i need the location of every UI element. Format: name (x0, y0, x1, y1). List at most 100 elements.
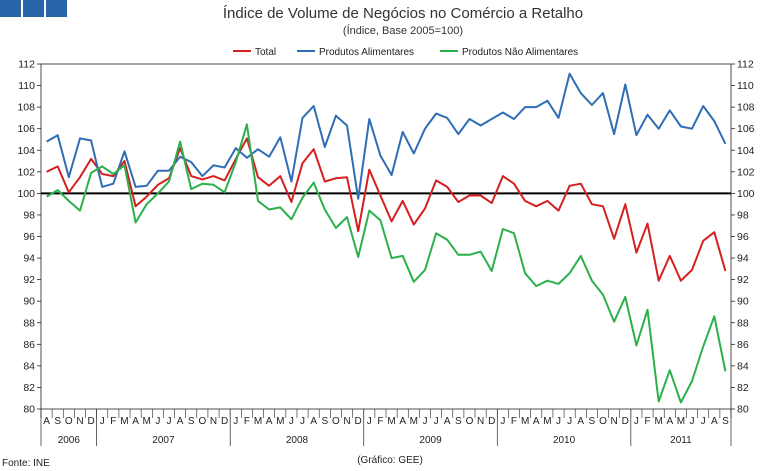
header-tiles (0, 0, 67, 17)
series-lines (46, 72, 727, 404)
y-tick-label: 86 (737, 339, 749, 351)
y-tick-label: 82 (23, 382, 35, 394)
y-tick-label: 106 (737, 123, 755, 135)
month-label: F (377, 416, 383, 427)
month-label: D (87, 416, 94, 427)
month-label: F (644, 416, 650, 427)
y-tick-label: 108 (737, 102, 755, 114)
y-tick-label: 112 (18, 59, 35, 71)
month-label: O (466, 416, 474, 427)
legend-label: Total (255, 47, 276, 58)
legend-label: Produtos Não Alimentares (462, 47, 578, 58)
y-tick-label: 80 (737, 404, 749, 416)
month-label: F (511, 416, 517, 427)
y-tick-label: 82 (737, 382, 749, 394)
month-label: M (543, 416, 551, 427)
month-label: J (166, 416, 171, 427)
series-line (46, 137, 727, 282)
month-label: M (521, 416, 529, 427)
month-label: O (599, 416, 607, 427)
month-label: M (654, 416, 662, 427)
y-tick-label: 110 (18, 80, 35, 92)
year-label: 2009 (419, 435, 442, 446)
y-tick-label: 88 (737, 317, 749, 329)
month-label: J (434, 416, 439, 427)
month-label: O (65, 416, 73, 427)
year-label: 2007 (152, 435, 175, 446)
y-tick-label: 110 (737, 80, 754, 92)
month-label: S (722, 416, 729, 427)
month-label: S (321, 416, 328, 427)
y-tick-label: 90 (737, 296, 749, 308)
month-label: A (132, 416, 139, 427)
month-label: A (399, 416, 406, 427)
month-label: S (455, 416, 462, 427)
month-label: S (188, 416, 195, 427)
y-tick-label: 84 (737, 360, 749, 372)
month-label: M (120, 416, 128, 427)
month-label: M (276, 416, 284, 427)
year-label: 2006 (58, 435, 81, 446)
y-tick-label: 108 (17, 102, 35, 114)
y-tick-label: 96 (737, 231, 749, 243)
y-axis-right: 80 82 84 86 88 90 92 94 96 98 100 102 104 106 108 110 11… (731, 59, 755, 416)
y-tick-label: 100 (17, 188, 35, 200)
year-label: 2010 (553, 435, 576, 446)
y-axis-left: 80 82 84 86 88 90 92 94 96 98 100 102 104 106 108 110 11… (17, 59, 41, 416)
month-label: J (367, 416, 372, 427)
month-label: J (500, 416, 505, 427)
month-label: N (477, 416, 484, 427)
chart-subtitle: (Índice, Base 2005=100) (343, 24, 463, 37)
y-tick-label: 112 (737, 59, 754, 71)
month-label: D (355, 416, 362, 427)
header-tile (0, 0, 21, 17)
month-label: M (143, 416, 151, 427)
month-label: M (410, 416, 418, 427)
y-tick-label: 100 (737, 188, 755, 200)
y-tick-label: 92 (23, 274, 35, 286)
y-tick-label: 102 (737, 166, 755, 178)
y-tick-label: 88 (23, 317, 35, 329)
y-tick-label: 102 (17, 166, 35, 178)
y-tick-label: 90 (23, 296, 35, 308)
y-tick-label: 98 (737, 209, 749, 221)
month-label: F (110, 416, 116, 427)
month-label: J (155, 416, 160, 427)
y-tick-label: 104 (17, 145, 35, 157)
month-label: D (488, 416, 495, 427)
y-tick-label: 92 (737, 274, 749, 286)
month-label: A (711, 416, 718, 427)
month-label: J (634, 416, 639, 427)
month-label: N (343, 416, 350, 427)
y-tick-label: 94 (737, 253, 749, 265)
y-tick-label: 94 (23, 253, 35, 265)
month-label: O (198, 416, 206, 427)
year-label: 2011 (670, 435, 692, 446)
year-label: 2008 (286, 435, 309, 446)
month-label: A (577, 416, 584, 427)
month-label: O (332, 416, 340, 427)
month-label: J (289, 416, 294, 427)
header-tile (23, 0, 44, 17)
month-label: M (254, 416, 262, 427)
month-label: J (300, 416, 305, 427)
month-label: N (611, 416, 618, 427)
month-label: J (422, 416, 427, 427)
legend-label: Produtos Alimentares (319, 47, 414, 58)
month-label: J (556, 416, 561, 427)
month-label: J (100, 416, 105, 427)
series-line (46, 72, 727, 200)
credit-note: (Gráfico: GEE) (357, 455, 423, 466)
month-label: J (690, 416, 695, 427)
month-label: A (444, 416, 451, 427)
month-label: J (701, 416, 706, 427)
month-label: A (533, 416, 540, 427)
chart-title: Índice de Volume de Negócios no Comércio… (223, 5, 583, 22)
y-tick-label: 86 (23, 339, 35, 351)
month-label: A (266, 416, 273, 427)
month-label: A (43, 416, 50, 427)
legend: Total Produtos Alimentares Produtos Não Al… (233, 47, 578, 58)
month-label: J (567, 416, 572, 427)
